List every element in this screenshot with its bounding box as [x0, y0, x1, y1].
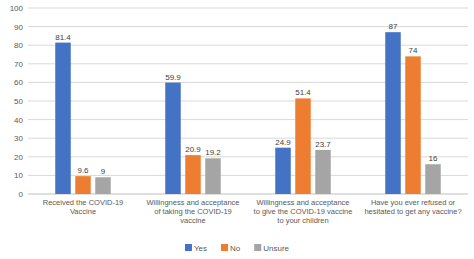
data-label: 9.6 — [77, 166, 89, 175]
y-tick-label: 90 — [14, 23, 23, 32]
grid-line — [28, 8, 468, 9]
bar — [165, 83, 181, 194]
y-tick-label: 80 — [14, 41, 23, 50]
data-label: 87 — [389, 22, 398, 31]
legend-label: Unsure — [263, 244, 289, 253]
data-label: 20.9 — [185, 145, 201, 154]
x-tick-label: Received the COVID-19Vaccine — [43, 198, 123, 216]
legend-swatch — [221, 244, 228, 251]
x-tick-label: Have you ever refused orhesitated to get… — [364, 198, 461, 216]
legend: Yes No Unsure — [185, 244, 290, 253]
legend-label: No — [230, 244, 241, 253]
bar — [55, 43, 71, 194]
y-tick-label: 20 — [14, 153, 23, 162]
y-tick-label: 50 — [14, 97, 23, 106]
grid-line — [28, 156, 468, 157]
y-tick-label: 0 — [19, 190, 24, 199]
grid-line — [28, 26, 468, 27]
y-tick-label: 70 — [14, 60, 23, 69]
bar — [205, 158, 221, 194]
bar — [295, 98, 311, 194]
bar — [405, 56, 421, 194]
bar — [315, 150, 331, 194]
x-tick-label: Willingness and acceptanceof taking the … — [147, 198, 240, 225]
grid-line — [28, 138, 468, 139]
bar — [385, 32, 401, 194]
bar — [185, 155, 201, 194]
data-label: 23.7 — [315, 140, 331, 149]
grid-line — [28, 194, 468, 195]
y-tick-label: 30 — [14, 134, 23, 143]
bar — [75, 176, 91, 194]
grid-line — [28, 119, 468, 120]
legend-label: Yes — [194, 244, 207, 253]
y-tick-label: 40 — [14, 116, 23, 125]
bar — [275, 148, 291, 194]
grid-line — [28, 175, 468, 176]
bar — [95, 177, 111, 194]
y-tick-label: 100 — [10, 4, 24, 13]
legend-swatch — [254, 244, 261, 251]
bar — [425, 164, 441, 194]
data-label: 19.2 — [205, 148, 221, 157]
data-label: 16 — [429, 154, 438, 163]
data-label: 9 — [101, 167, 106, 176]
data-label: 74 — [409, 46, 418, 55]
y-tick-label: 60 — [14, 78, 23, 87]
grid-line — [28, 63, 468, 64]
data-label: 24.9 — [275, 138, 291, 147]
x-tick-label: Willingness and acceptanceto give the CO… — [254, 198, 353, 225]
data-label: 51.4 — [295, 88, 311, 97]
grid-line — [28, 45, 468, 46]
data-label: 81.4 — [55, 33, 71, 42]
chart: 0 10 20 30 40 50 60 70 80 90 100 81.4 9.6 9 Received t… — [0, 0, 474, 259]
data-label: 59.9 — [165, 73, 181, 82]
bars — [55, 32, 441, 194]
grid-line — [28, 82, 468, 83]
legend-swatch — [185, 244, 192, 251]
y-tick-label: 10 — [14, 171, 23, 180]
grid-line — [28, 101, 468, 102]
